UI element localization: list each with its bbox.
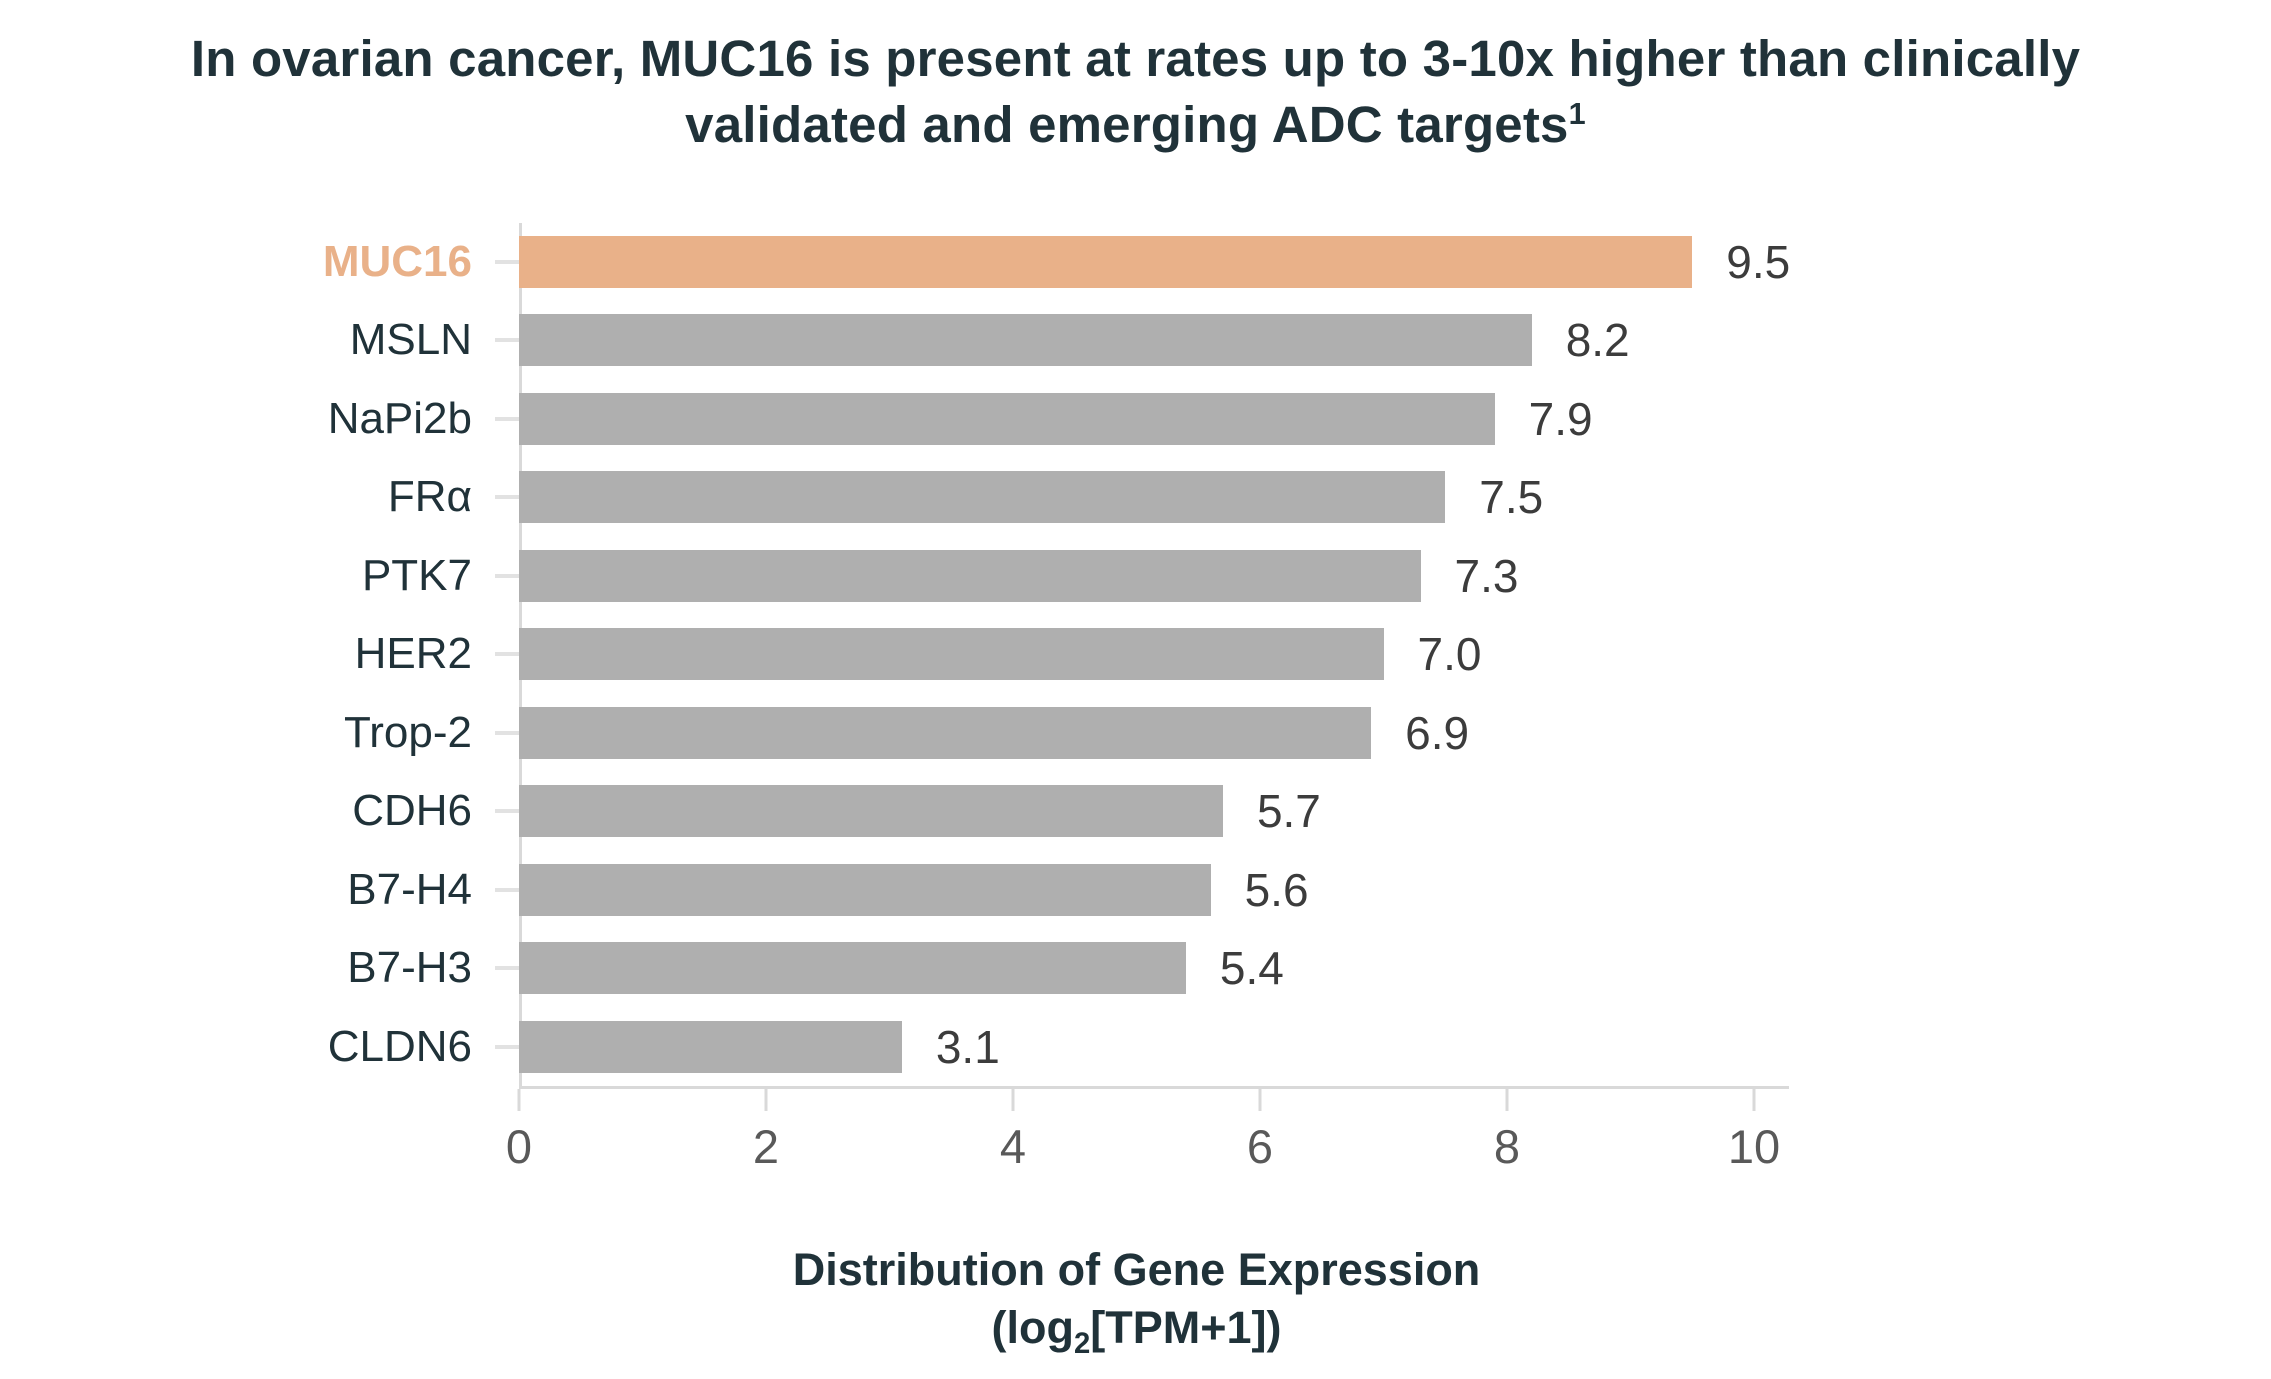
x-axis-tick-label: 8 [1493, 1120, 1521, 1174]
bar [519, 392, 1495, 445]
x-axis-tick-mark [1258, 1089, 1262, 1112]
category-tick-mark [495, 338, 519, 343]
category-label: FRα [387, 472, 472, 522]
bar-track: 5.7 [495, 784, 1754, 838]
chart-title-line2: validated and emerging ADC targets [685, 96, 1569, 154]
category-tick-mark [495, 966, 519, 971]
bar-row: PTK7 7.3 [0, 537, 2271, 616]
bar-track: 7.9 [495, 392, 1754, 446]
x-axis-tick-mark [764, 1089, 768, 1112]
bar [519, 471, 1446, 524]
bar-row: B7-H3 5.4 [0, 929, 2271, 1008]
category-tick-mark [495, 259, 519, 264]
plot-area: MUC16 9.5 MSLN 8.2 NaPi2b 7.9 FRα 7.5 [0, 222, 2271, 1087]
bar [519, 942, 1186, 995]
bar [519, 785, 1223, 838]
value-label: 6.9 [1405, 706, 1470, 759]
bar-track: 7.0 [495, 627, 1754, 681]
bar-track: 3.1 [495, 1020, 1754, 1074]
footnote-marker: 1 [1568, 97, 1586, 132]
x-axis-title-line2-suffix: [TPM+1]) [1090, 1301, 1282, 1353]
bar [519, 706, 1372, 759]
chart-title-line1: In ovarian cancer, MUC16 is present at r… [190, 30, 2081, 87]
category-tick-mark [495, 1044, 519, 1049]
bar-row: MUC16 9.5 [0, 223, 2271, 302]
value-label: 3.1 [935, 1020, 1000, 1073]
value-label: 5.6 [1244, 863, 1309, 916]
category-tick-mark [495, 652, 519, 657]
category-label: CDH6 [352, 786, 472, 836]
bar [519, 863, 1211, 916]
x-axis: 0 2 4 6 8 10 [506, 1086, 1789, 1174]
x-axis-title-line1: Distribution of Gene Expression [792, 1244, 1481, 1296]
x-axis-tick-label: 2 [752, 1120, 780, 1174]
x-axis-title-line2: (log2[TPM+1]) [519, 1299, 1754, 1360]
bar [519, 314, 1532, 367]
bar-row: CLDN6 3.1 [0, 1008, 2271, 1087]
value-label: 9.5 [1726, 235, 1791, 288]
category-label: NaPi2b [327, 393, 472, 443]
category-label: B7-H4 [347, 864, 472, 914]
value-label: 7.9 [1528, 392, 1593, 445]
bar-row: NaPi2b 7.9 [0, 380, 2271, 459]
x-axis-tick-label: 6 [1246, 1120, 1274, 1174]
bar-track: 6.9 [495, 706, 1754, 760]
category-label: HER2 [354, 629, 472, 679]
bar-track: 5.4 [495, 941, 1754, 995]
x-axis-title-line2-subscript: 2 [1073, 1327, 1091, 1360]
x-axis-tick-mark [1505, 1089, 1509, 1112]
category-tick-mark [495, 809, 519, 814]
category-tick-mark [495, 416, 519, 421]
bar-row: B7-H4 5.6 [0, 851, 2271, 930]
x-axis-tick-label: 4 [999, 1120, 1027, 1174]
category-label: Trop-2 [344, 707, 472, 757]
bar [519, 235, 1693, 288]
x-axis-tick-mark [1011, 1089, 1015, 1112]
value-label: 7.5 [1479, 471, 1544, 524]
bar-row: FRα 7.5 [0, 458, 2271, 537]
x-axis-tick-label: 0 [505, 1120, 533, 1174]
x-axis-title: Distribution of Gene Expression (log2[TP… [519, 1241, 1754, 1360]
bar-row: HER2 7.0 [0, 615, 2271, 694]
category-label: B7-H3 [347, 943, 472, 993]
value-label: 5.7 [1256, 785, 1321, 838]
value-label: 5.4 [1219, 942, 1284, 995]
x-axis-tick-mark [517, 1089, 521, 1112]
x-axis-tick-mark [1752, 1089, 1756, 1112]
bar-track: 7.5 [495, 470, 1754, 524]
category-tick-mark [495, 887, 519, 892]
bar-track: 7.3 [495, 549, 1754, 603]
value-label: 7.0 [1417, 628, 1482, 681]
value-label: 8.2 [1565, 314, 1630, 367]
category-tick-mark [495, 730, 519, 735]
bar [519, 1020, 902, 1073]
category-tick-mark [495, 495, 519, 500]
bar-row: Trop-2 6.9 [0, 694, 2271, 773]
category-label: CLDN6 [327, 1021, 472, 1071]
bar [519, 628, 1384, 681]
x-axis-title-line2-prefix: (log [991, 1301, 1074, 1353]
category-label: MUC16 [322, 236, 472, 286]
bar-row: CDH6 5.7 [0, 772, 2271, 851]
bar-track: 8.2 [495, 313, 1754, 367]
category-tick-mark [495, 573, 519, 578]
bar-row: MSLN 8.2 [0, 301, 2271, 380]
category-label: PTK7 [361, 550, 472, 600]
value-label: 7.3 [1454, 549, 1519, 602]
chart-title: In ovarian cancer, MUC16 is present at r… [0, 0, 2271, 159]
bar-track: 9.5 [495, 235, 1790, 289]
category-label: MSLN [349, 315, 472, 365]
x-axis-tick-label: 10 [1727, 1120, 1781, 1174]
bar [519, 549, 1421, 602]
bar-track: 5.6 [495, 863, 1754, 917]
